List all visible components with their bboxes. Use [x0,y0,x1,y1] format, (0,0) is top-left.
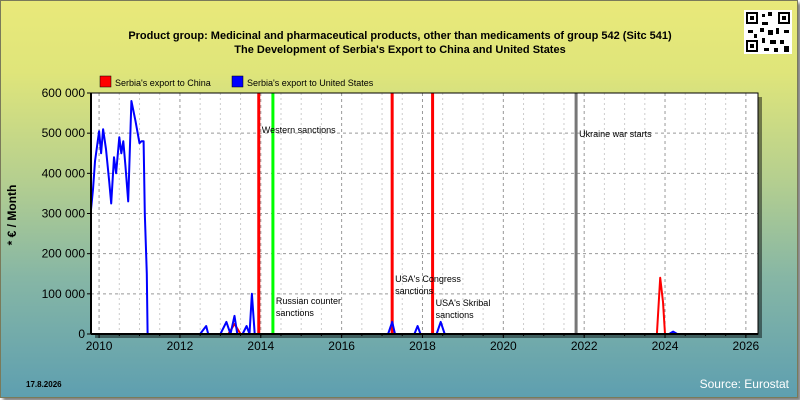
y-tick-label: 600 000 [42,86,86,100]
x-tick-label: 2018 [409,339,436,353]
grid [91,92,758,335]
event-label: USA's Skribal [436,298,491,308]
qr-code-icon [744,10,792,54]
x-tick-label: 2014 [247,339,274,353]
series-line-1 [90,100,758,335]
legend-label-0: Serbia's export to China [115,78,211,88]
legend-swatch-1 [231,75,244,88]
plot-area [91,93,758,334]
event-label: sanctions [395,286,434,296]
chart-title: Product group: Medicinal and pharmaceuti… [128,30,672,42]
x-tick-label: 2012 [167,339,194,353]
footer-source: Source: Eurostat [700,377,790,391]
legend-swatch-0 [99,75,112,88]
y-tick-label: 500 000 [42,126,86,140]
event-label: USA's Congress [395,274,461,284]
footer-date: 17.8.2026 [26,380,62,389]
y-tick-label: 100 000 [42,287,86,301]
y-tick-label: 200 000 [42,247,86,261]
y-axis-label: * € / Month [5,185,19,246]
event-label: Ukraine war starts [579,129,652,139]
event-label: sanctions [436,310,475,320]
event-label: sanctions [276,308,315,318]
legend-label-1: Serbia's export to United States [247,78,374,88]
x-tick-label: 2024 [652,339,679,353]
y-tick-label: 400 000 [42,166,86,180]
x-tick-label: 2026 [733,339,760,353]
y-tick-label: 0 [78,327,85,341]
x-tick-label: 2016 [328,339,355,353]
x-tick-label: 2022 [571,339,598,353]
x-tick-label: 2020 [490,339,517,353]
event-label: Russian counter [276,296,341,306]
x-tick-label: 2010 [86,339,113,353]
event-label: Western sanctions [262,125,336,135]
y-tick-label: 300 000 [42,207,86,221]
chart-subtitle: The Development of Serbia's Export to Ch… [234,44,566,56]
